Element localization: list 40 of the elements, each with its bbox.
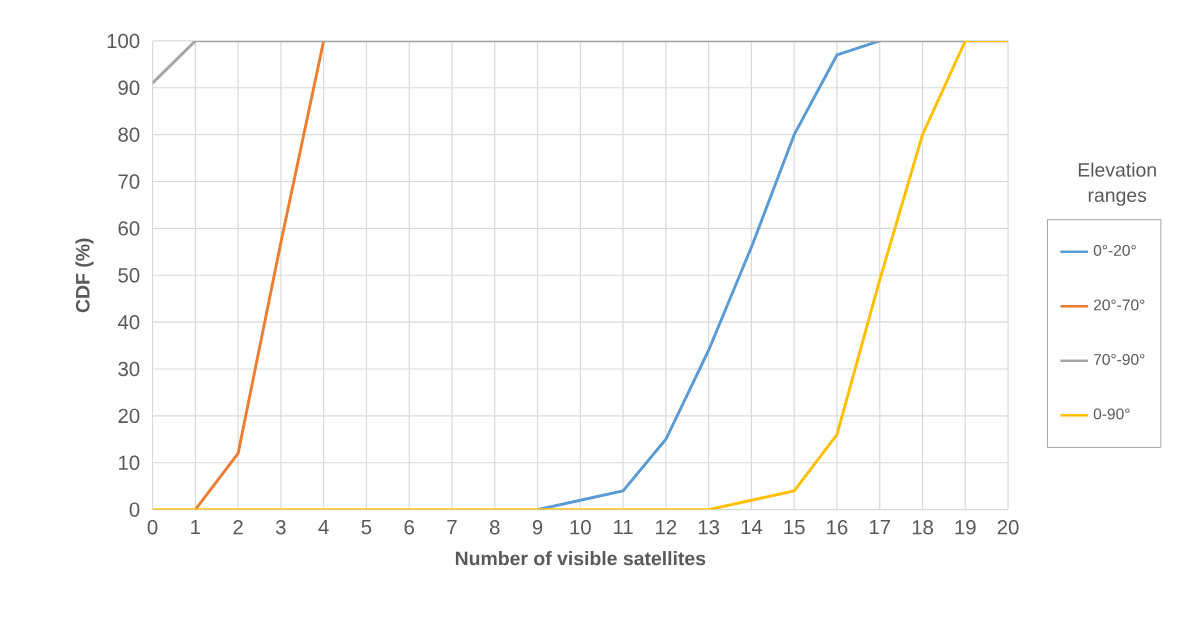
y-tick-label: 0 (129, 502, 140, 517)
x-tick-label: 7 (447, 520, 457, 535)
x-tick-label: 11 (614, 520, 633, 535)
x-tick-label: 5 (361, 520, 372, 535)
x-tick-label: 20 (997, 520, 1019, 535)
y-tick-label: 50 (118, 268, 140, 283)
y-tick-label: 100 (107, 33, 140, 49)
y-tick-label: 30 (118, 361, 140, 377)
legend-label: 0-90° (1093, 408, 1130, 420)
x-tick-label: 17 (869, 520, 891, 535)
legend-label: 0°-20° (1093, 245, 1136, 257)
y-tick-label: 90 (118, 80, 140, 96)
x-tick-label: 2 (233, 520, 243, 535)
x-tick-label: 19 (955, 520, 976, 535)
x-tick-label: 6 (404, 520, 414, 535)
legend-label: 20°-70° (1093, 299, 1145, 311)
y-tick-label: 70 (118, 174, 140, 189)
y-tick-label: 60 (118, 221, 140, 236)
x-axis-title: Number of visible satellites (455, 551, 706, 566)
x-tick-label: 13 (698, 520, 720, 535)
x-tick-label: 3 (275, 520, 286, 535)
x-tick-label: 16 (827, 520, 848, 535)
y-tick-label: 80 (118, 127, 140, 143)
x-tick-label: 18 (912, 520, 933, 535)
x-tick-label: 8 (489, 520, 500, 535)
x-tick-label: 1 (191, 520, 200, 535)
x-tick-label: 4 (318, 520, 329, 535)
x-tick-label: 14 (741, 520, 763, 535)
y-axis-title: CDF (%) (75, 238, 94, 313)
y-tick-label: 40 (117, 315, 140, 330)
legend-label: 70°-90° (1093, 354, 1145, 366)
y-tick-label: 20 (118, 408, 140, 424)
x-tick-label: 15 (784, 520, 805, 535)
x-tick-label: 0 (147, 520, 158, 535)
legend-title: Elevation ranges (1078, 162, 1156, 207)
line-series (193, 41, 326, 510)
x-tick-label: 12 (656, 520, 677, 535)
y-tick-label: 10 (119, 455, 140, 471)
x-tick-label: 10 (570, 520, 591, 535)
x-tick-label: 9 (532, 520, 543, 535)
